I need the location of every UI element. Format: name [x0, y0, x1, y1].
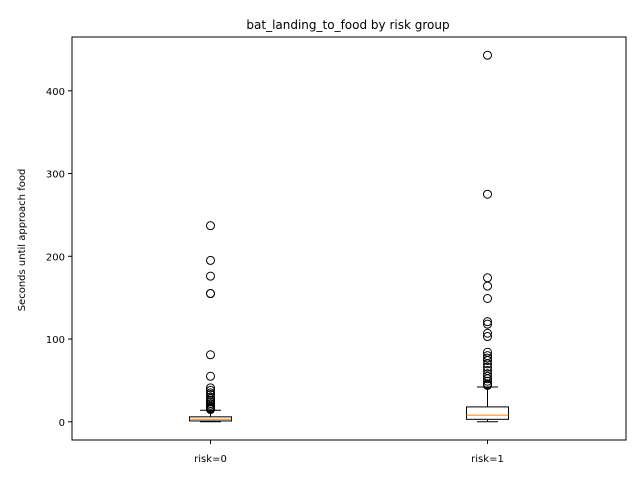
outlier-point	[483, 50, 492, 60]
outlier-point	[206, 389, 215, 399]
outlier-point	[483, 374, 492, 384]
y-tick-label: 0	[59, 418, 65, 429]
x-tick-label: risk=0	[194, 454, 227, 465]
axis-ticks: 0 100 200 300 400 risk=0 risk=1	[46, 87, 504, 465]
outlier-point	[206, 404, 215, 414]
outlier-point	[206, 371, 215, 381]
outlier-point	[483, 332, 492, 342]
outlier-point	[483, 189, 492, 199]
outlier-point	[483, 293, 492, 303]
chart-title: bat_landing_to_food by risk group	[246, 18, 449, 32]
outlier-point	[206, 383, 215, 393]
outlier-point	[483, 281, 492, 291]
outlier-point	[483, 319, 492, 329]
outlier-point	[483, 353, 492, 363]
outlier-point	[483, 362, 492, 372]
iqr-box	[466, 406, 509, 420]
outlier-point	[483, 273, 492, 283]
x-tick-label: risk=1	[471, 454, 504, 465]
axes-frame	[71, 36, 627, 441]
outlier-point	[206, 271, 215, 281]
y-tick-label: 300	[46, 170, 65, 181]
outlier-point	[206, 255, 215, 265]
outlier-point	[483, 380, 492, 390]
outlier-point	[483, 328, 492, 338]
outlier-point	[483, 359, 492, 369]
outlier-point	[206, 350, 215, 360]
outlier-point	[206, 221, 215, 231]
outlier-point	[483, 369, 492, 379]
y-tick-label: 200	[46, 252, 65, 263]
outlier-point	[483, 376, 492, 386]
outlier-point	[483, 317, 492, 327]
y-tick-label: 400	[46, 87, 65, 98]
outlier-point	[483, 356, 492, 366]
outlier-point	[206, 289, 215, 299]
y-tick-label: 100	[46, 335, 65, 346]
y-axis-label: Seconds until approach food	[17, 169, 28, 312]
plot-area	[189, 50, 509, 423]
